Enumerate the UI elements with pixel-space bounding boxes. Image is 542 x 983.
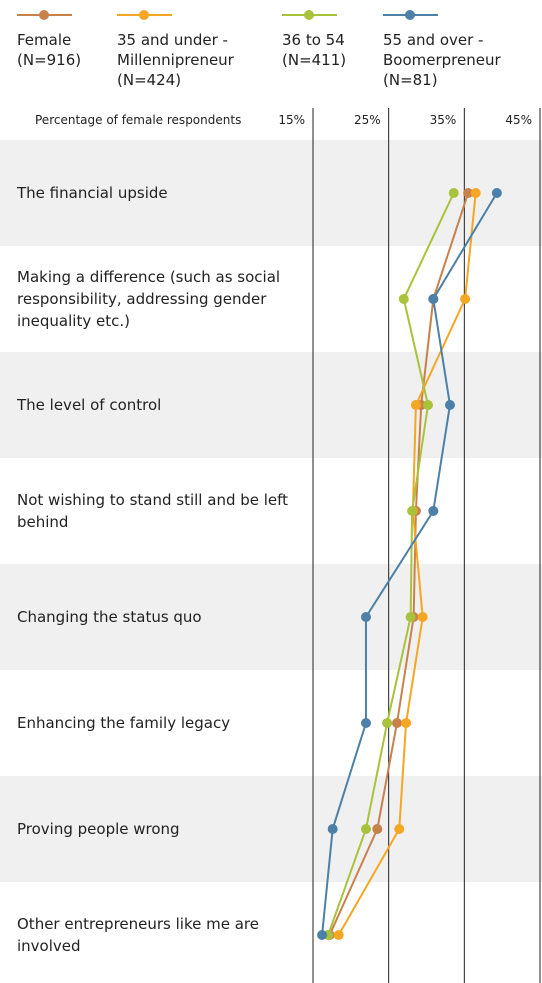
legend-marker [139,10,149,20]
data-point [398,294,409,304]
series-line [321,192,498,936]
legend-marker [39,10,49,20]
data-point [460,294,471,304]
legend-label: Female (N=916) [17,31,82,69]
data-point [428,294,439,304]
data-point [327,824,338,834]
data-point [391,718,402,728]
legend-label: 36 to 54 (N=411) [282,31,347,69]
data-point [382,718,393,728]
data-point [423,400,434,410]
data-point [394,824,405,834]
data-point [448,188,459,198]
legend-marker [304,10,314,20]
category-label: Enhancing the family legacy [17,714,231,732]
data-point [360,718,371,728]
data-point [360,824,371,834]
legend-label: 35 and under - Millennipreneur (N=424) [117,31,234,89]
category-label: Other entrepreneurs like me are involved [17,915,259,955]
data-point [463,188,474,198]
x-tick-label: 25% [353,113,381,127]
data-point [405,612,416,622]
category-label: Proving people wrong [17,820,180,838]
data-point [444,400,455,410]
data-point [417,612,428,622]
data-point [491,188,502,198]
data-point [470,188,481,198]
data-point [333,930,344,940]
x-tick-label: 35% [429,113,457,127]
legend-label: 55 and over - Boomerpreneur (N=81) [383,31,501,89]
x-axis-title: Percentage of female respondents [35,113,242,127]
series-line [327,192,455,936]
legend-marker [405,10,415,20]
data-point [428,506,439,516]
row-background [0,776,542,882]
series-line [328,192,470,936]
data-point [317,930,328,940]
data-point [401,718,412,728]
category-label: Changing the status quo [17,608,202,626]
category-label: Making a difference (such as social resp… [17,268,281,330]
data-point [407,506,418,516]
row-background [0,564,542,670]
category-label: The level of control [17,396,162,414]
data-point [360,612,371,622]
x-tick-label: 15% [278,113,305,127]
category-label: The financial upside [17,184,168,202]
x-tick-label: 45% [505,113,532,127]
category-label: Not wishing to stand still and be left b… [17,491,289,531]
series-line [337,192,477,936]
data-point [372,824,383,834]
data-point [410,400,421,410]
